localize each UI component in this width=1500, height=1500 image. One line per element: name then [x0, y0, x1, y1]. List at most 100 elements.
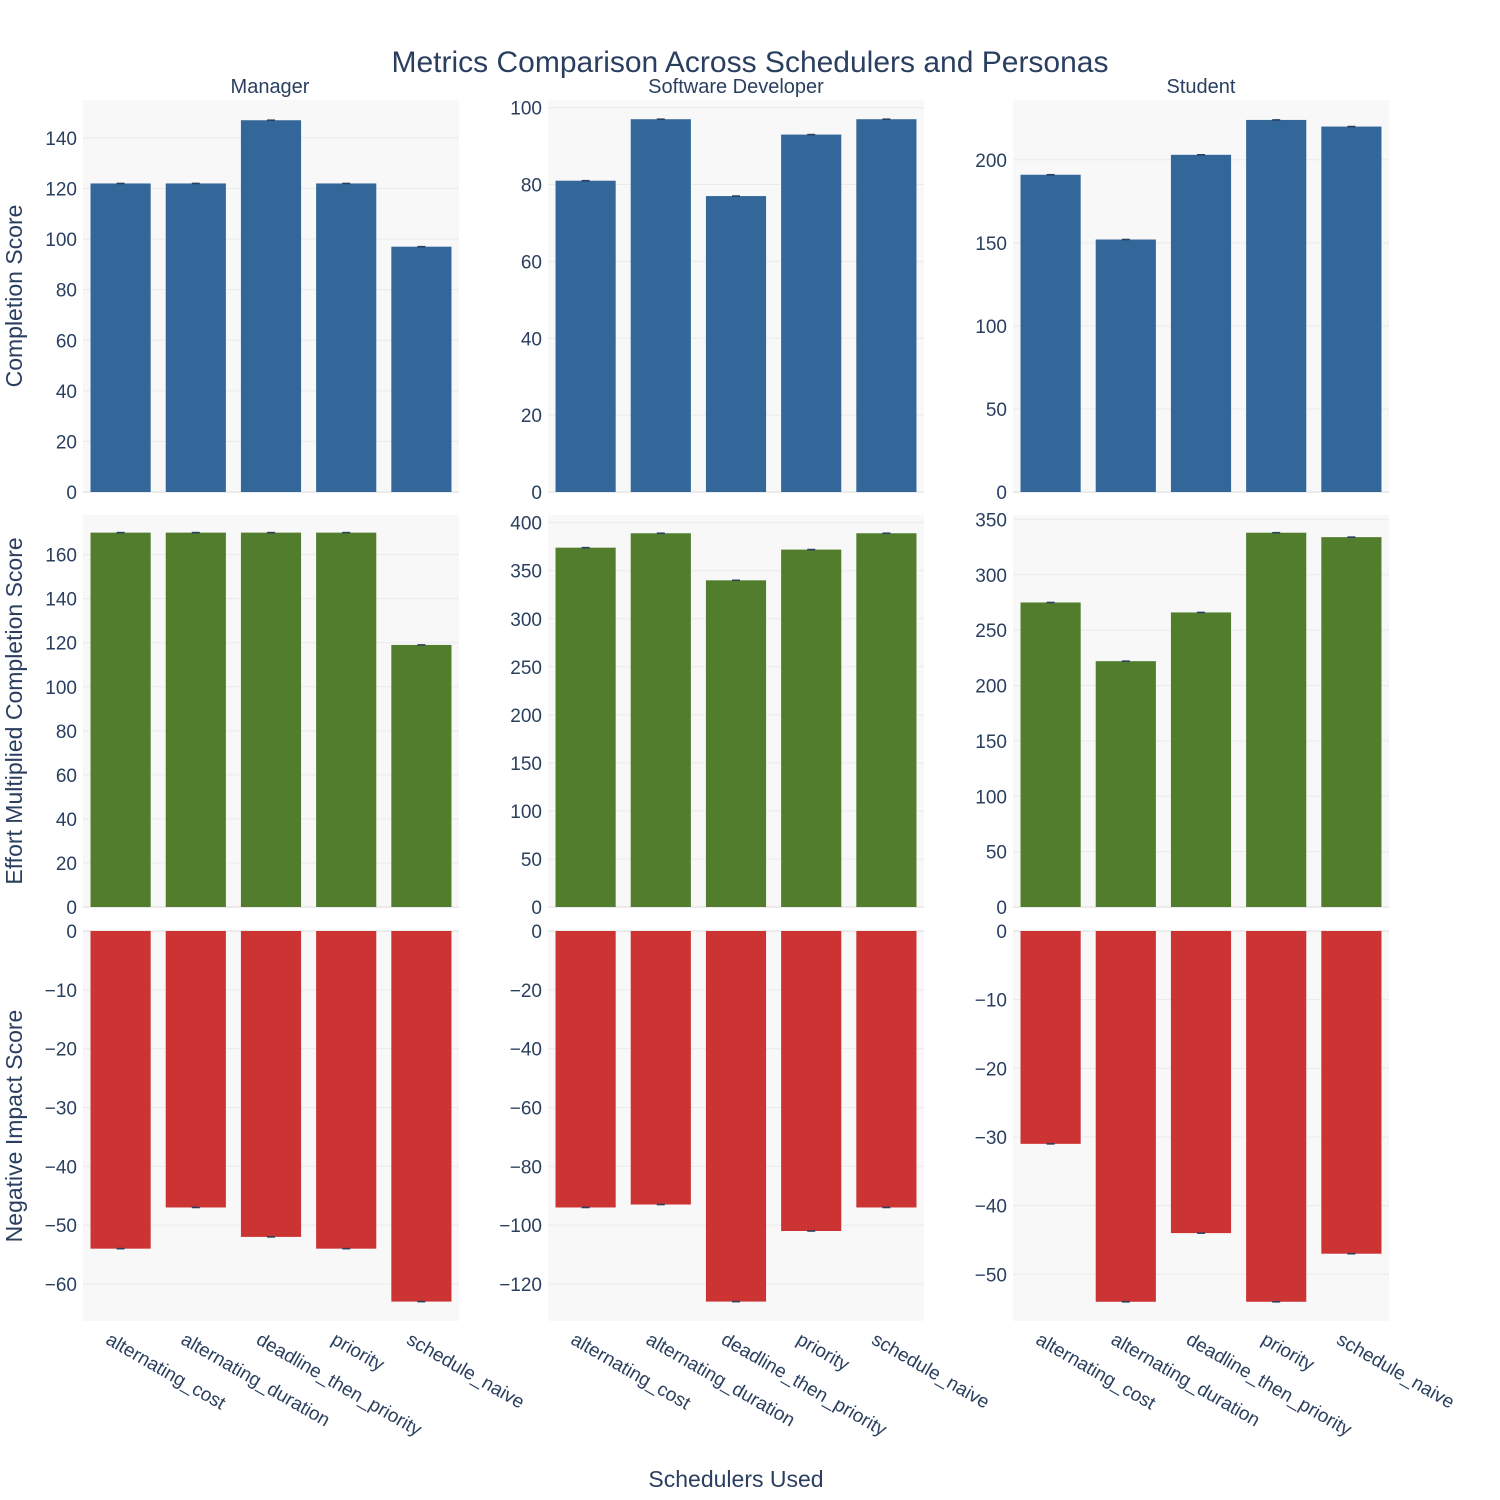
bar-priority	[316, 931, 377, 1249]
y-tick-label: 20	[521, 406, 542, 427]
y-tick-label: −50	[45, 1216, 77, 1237]
bar-alternating_duration	[630, 119, 691, 492]
bar-deadline_then_priority	[1170, 931, 1232, 1234]
bar-deadline_then_priority	[705, 580, 767, 907]
y-tick-label: 20	[56, 854, 77, 875]
y-tick-label: −40	[510, 1040, 542, 1061]
bar-alternating_cost	[1020, 931, 1081, 1144]
bar-schedule_naive	[1321, 537, 1382, 907]
bar-alternating_cost	[555, 931, 616, 1208]
bar-alternating_duration	[165, 931, 226, 1208]
y-tick-label: 140	[45, 590, 77, 611]
x-tick-label-schedule_naive: schedule_naive	[868, 1329, 993, 1413]
bar-schedule_naive	[856, 119, 917, 492]
y-tick-label: 0	[66, 922, 77, 943]
y-tick-label: 80	[56, 722, 77, 743]
y-tick-label: 200	[975, 677, 1007, 698]
y-tick-label: 0	[996, 483, 1007, 504]
y-tick-label: 100	[975, 787, 1007, 808]
y-tick-label: −20	[975, 1059, 1007, 1080]
y-tick-label: 0	[66, 898, 77, 919]
y-tick-label: 80	[521, 176, 542, 197]
panel-1-0: 0 20 40 60 80 100 120 140 160	[45, 515, 459, 919]
panel-1-2: 0 50 100 150 200 250 300 350	[975, 510, 1389, 919]
y-tick-label: 250	[510, 658, 542, 679]
y-tick-label: 40	[56, 382, 77, 403]
bar-alternating_cost	[90, 532, 151, 907]
x-tick-label-priority: priority	[793, 1329, 853, 1376]
y-tick-label: −10	[975, 991, 1007, 1012]
bar-priority	[781, 549, 842, 907]
y-tick-label: 150	[975, 732, 1007, 753]
bar-deadline_then_priority	[240, 532, 302, 907]
y-tick-label: 20	[56, 432, 77, 453]
bar-alternating_duration	[1095, 239, 1156, 492]
y-tick-label: −120	[499, 1275, 542, 1296]
bar-alternating_duration	[1095, 931, 1156, 1302]
y-tick-label: 0	[996, 898, 1007, 919]
panel-0-1: 0 20 40 60 80 100	[510, 99, 924, 504]
y-tick-label: 60	[56, 331, 77, 352]
bar-priority	[1246, 119, 1307, 493]
y-tick-label: 120	[45, 634, 77, 655]
bar-priority	[781, 931, 842, 1231]
y-tick-label: 100	[975, 317, 1007, 338]
bar-deadline_then_priority	[705, 931, 767, 1302]
panels-group: 0 20 40 60 80 100 120 140 0 20 40 60 80 100 0 50 100 150 2…	[45, 99, 1458, 1441]
bar-alternating_cost	[555, 180, 616, 493]
bar-alternating_duration	[630, 533, 691, 907]
bar-deadline_then_priority	[240, 931, 302, 1237]
bar-alternating_cost	[555, 547, 616, 907]
bar-alternating_cost	[1020, 174, 1081, 492]
bar-alternating_duration	[1095, 661, 1156, 907]
col-title-manager: Manager	[231, 76, 310, 98]
y-tick-label: 50	[986, 400, 1007, 421]
y-tick-label: 350	[975, 510, 1007, 531]
bar-schedule_naive	[391, 246, 452, 492]
y-tick-label: −30	[45, 1098, 77, 1119]
bar-deadline_then_priority	[1170, 612, 1232, 907]
y-tick-label: 40	[56, 810, 77, 831]
x-tick-label-schedule_naive: schedule_naive	[1333, 1329, 1458, 1413]
y-tick-label: 50	[521, 850, 542, 871]
y-tick-label: 0	[66, 483, 77, 504]
y-tick-label: 150	[510, 754, 542, 775]
y-tick-label: −40	[45, 1157, 77, 1178]
bar-alternating_cost	[90, 931, 151, 1249]
bar-schedule_naive	[856, 931, 917, 1208]
x-tick-label-priority: priority	[1258, 1329, 1318, 1376]
y-tick-label: −30	[975, 1128, 1007, 1149]
y-tick-label: 350	[510, 562, 542, 583]
y-axis-title-completion: Completion Score	[1, 205, 27, 388]
y-tick-label: −10	[45, 981, 77, 1002]
y-tick-label: −60	[45, 1275, 77, 1296]
bar-schedule_naive	[391, 931, 452, 1302]
y-tick-label: 100	[45, 678, 77, 699]
bar-priority	[1246, 931, 1307, 1302]
bar-alternating_duration	[630, 931, 691, 1205]
bar-alternating_duration	[165, 532, 226, 907]
chart-title: Metrics Comparison Across Schedulers and…	[392, 46, 1109, 79]
y-tick-label: 100	[510, 99, 542, 120]
bar-priority	[781, 134, 842, 492]
y-tick-label: 0	[996, 922, 1007, 943]
bar-deadline_then_priority	[1170, 154, 1232, 493]
y-axis-title-effort: Effort Multiplied Completion Score	[1, 537, 27, 884]
y-tick-label: 0	[531, 922, 542, 943]
y-tick-label: −50	[975, 1265, 1007, 1286]
col-title-software-developer: Software Developer	[648, 76, 824, 98]
y-tick-label: 300	[975, 566, 1007, 587]
bar-deadline_then_priority	[705, 196, 767, 492]
y-tick-label: −20	[45, 1040, 77, 1061]
y-tick-label: −80	[510, 1157, 542, 1178]
bar-alternating_duration	[165, 183, 226, 492]
y-tick-label: 0	[531, 898, 542, 919]
y-tick-label: −20	[510, 981, 542, 1002]
y-tick-label: 400	[510, 514, 542, 535]
bar-alternating_cost	[90, 183, 151, 492]
y-tick-label: 300	[510, 610, 542, 631]
panel-2-0: 0−10−20−30−40−50−60alternating_costalter…	[45, 922, 528, 1441]
y-tick-label: 40	[521, 329, 542, 350]
bar-priority	[316, 183, 377, 492]
